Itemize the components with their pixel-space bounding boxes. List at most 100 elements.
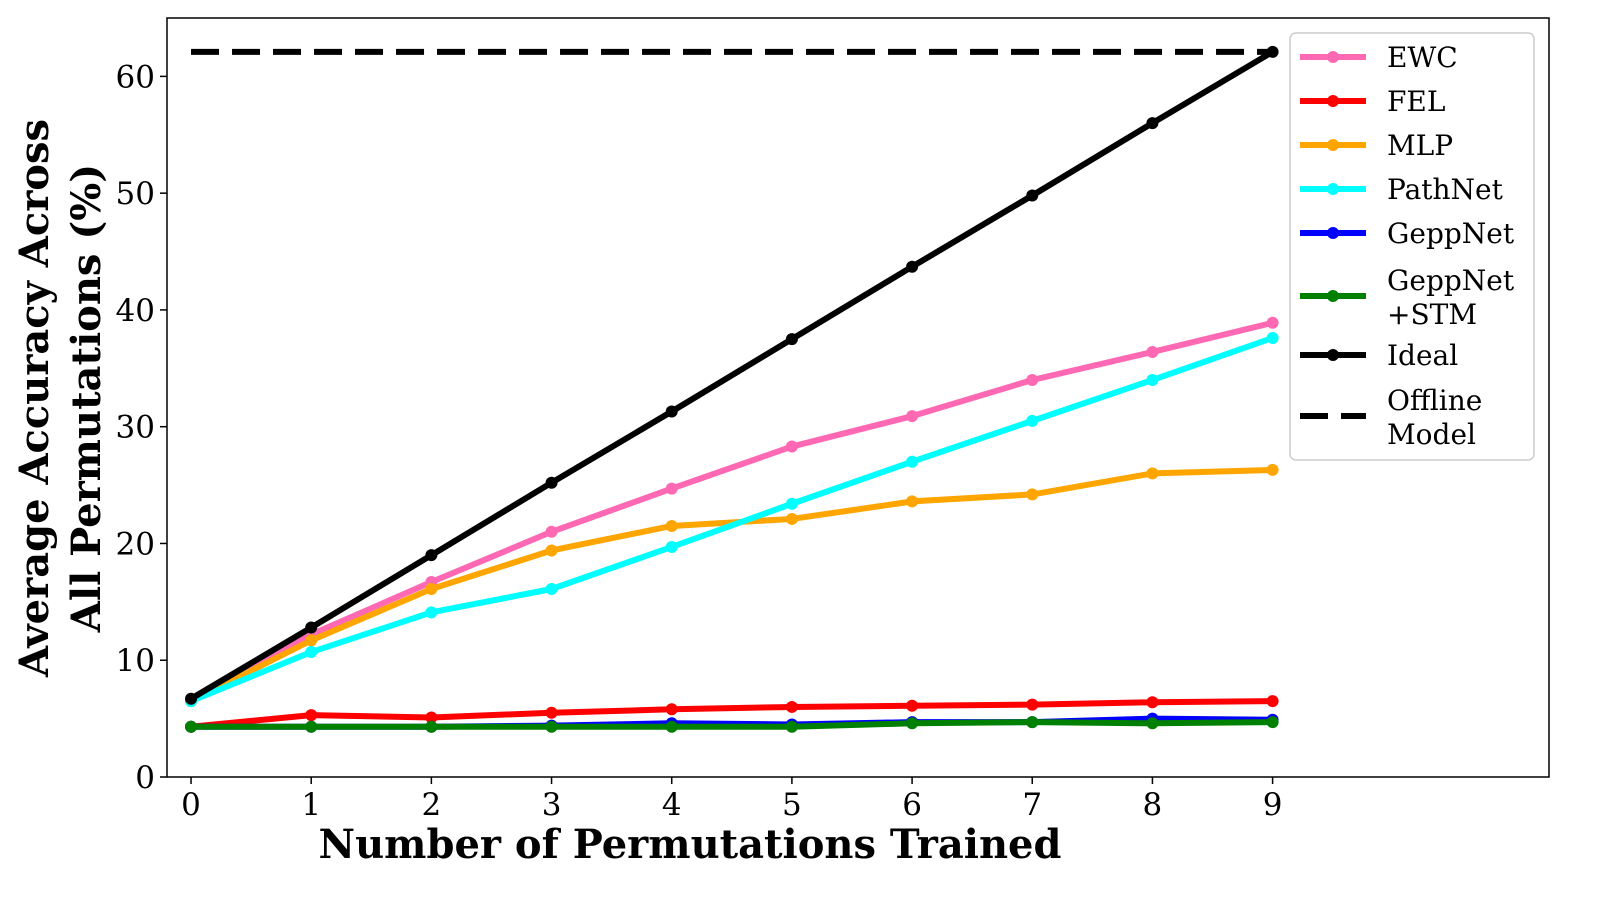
x-tick-label: 7 — [1022, 787, 1042, 823]
data-point-geppnet-stm — [1026, 716, 1039, 729]
legend-label-geppnet: GeppNet — [1387, 217, 1515, 250]
data-point-geppnet-stm — [785, 720, 798, 733]
data-point-ideal — [1266, 45, 1279, 58]
x-tick-label: 1 — [301, 787, 321, 823]
y-tick-label: 40 — [116, 293, 155, 329]
data-point-ewc — [785, 440, 798, 453]
y-tick-label: 50 — [116, 176, 155, 212]
x-tick-label: 6 — [902, 787, 922, 823]
legend-marker-fel — [1327, 95, 1339, 107]
data-point-ideal — [185, 692, 198, 705]
plot-area-frame — [166, 17, 1550, 778]
series-line-fel — [190, 698, 1273, 730]
data-point-fel — [545, 706, 558, 719]
data-point-ewc — [545, 525, 558, 538]
series-lines — [185, 45, 1279, 733]
x-tick-label: 9 — [1263, 787, 1283, 823]
legend-marker-geppnet — [1327, 227, 1339, 239]
data-point-pathnet — [1266, 331, 1279, 344]
legend-label-offline-model: Offline Model — [1387, 384, 1482, 451]
y-tick-label: 20 — [116, 526, 155, 562]
series-line-ewc — [189, 319, 1274, 704]
data-point-pathnet — [305, 646, 318, 659]
data-point-ideal — [425, 549, 438, 562]
data-point-mlp — [1026, 488, 1039, 501]
y-axis-title-line: All Permutations (%) — [63, 164, 110, 633]
data-point-mlp — [545, 544, 558, 557]
data-point-ideal — [665, 405, 678, 418]
series-line-mlp — [189, 466, 1273, 704]
legend-label-ewc: EWC — [1387, 41, 1458, 74]
data-point-geppnet-stm — [185, 720, 198, 733]
data-point-ideal — [1026, 189, 1039, 202]
legend-label-ideal: Ideal — [1387, 339, 1458, 372]
x-tick-label: 4 — [662, 787, 682, 823]
legend-label-fel: FEL — [1387, 85, 1445, 118]
data-point-fel — [305, 709, 318, 722]
data-point-ideal — [906, 260, 919, 273]
legend-label-mlp: MLP — [1387, 129, 1453, 162]
data-point-mlp — [425, 583, 438, 596]
data-point-ewc — [1266, 316, 1279, 329]
data-point-geppnet-stm — [1266, 716, 1279, 729]
data-point-mlp — [665, 519, 678, 532]
data-point-ideal — [1146, 117, 1159, 130]
data-point-pathnet — [906, 455, 919, 468]
data-point-pathnet — [785, 497, 798, 510]
data-point-geppnet-stm — [665, 720, 678, 733]
data-point-mlp — [906, 495, 919, 508]
x-tick-label: 0 — [181, 787, 201, 823]
data-point-fel — [665, 703, 678, 716]
y-tick-label: 10 — [116, 643, 155, 679]
y-tick-label: 60 — [116, 59, 155, 95]
data-point-fel — [1026, 698, 1039, 711]
series-line-ideal — [189, 49, 1275, 702]
data-point-mlp — [1146, 467, 1159, 480]
x-tick-label: 2 — [422, 787, 442, 823]
data-point-ideal — [545, 476, 558, 489]
y-tick-label: 30 — [116, 410, 155, 446]
data-point-geppnet-stm — [1146, 717, 1159, 730]
data-point-mlp — [1266, 463, 1279, 476]
x-tick-label: 8 — [1143, 787, 1163, 823]
data-point-ideal — [785, 333, 798, 346]
data-point-ewc — [1026, 373, 1039, 386]
x-tick-label: 3 — [542, 787, 562, 823]
legend-label-pathnet: PathNet — [1387, 173, 1504, 206]
legend-label-geppnet-stm: GeppNet +STM — [1387, 264, 1515, 331]
data-point-ewc — [906, 410, 919, 423]
data-point-pathnet — [1146, 373, 1159, 386]
data-point-pathnet — [665, 540, 678, 553]
legend-marker-ideal — [1327, 349, 1339, 361]
data-point-geppnet-stm — [305, 720, 318, 733]
legend-marker-geppnet-stm — [1327, 290, 1339, 302]
data-point-fel — [906, 699, 919, 712]
series-line-pathnet — [189, 335, 1274, 704]
legend-marker-ewc — [1327, 51, 1339, 63]
data-point-ewc — [1146, 345, 1159, 358]
data-point-mlp — [785, 512, 798, 525]
axis-ticks: 0 1 2 3 4 5 6 7 8 9 0 10 20 30 40 50 60 — [116, 59, 1283, 823]
y-axis-title-line: Average Accuracy Across — [11, 119, 58, 678]
data-point-pathnet — [545, 583, 558, 596]
data-point-geppnet-stm — [906, 717, 919, 730]
data-point-ideal — [305, 621, 318, 634]
data-point-fel — [785, 700, 798, 713]
data-point-geppnet-stm — [425, 720, 438, 733]
data-point-fel — [425, 711, 438, 724]
data-point-pathnet — [1026, 414, 1039, 427]
data-point-fel — [1146, 696, 1159, 709]
series-line-geppnet-stm — [191, 719, 1273, 730]
legend: EWC FEL MLP PathNet GeppNet GeppNet +STM Ideal O… — [1289, 32, 1535, 461]
x-axis-title: Number of Permutations Trained — [319, 821, 1062, 868]
legend-marker-pathnet — [1327, 183, 1339, 195]
legend-marker-mlp — [1327, 139, 1339, 151]
data-point-geppnet-stm — [545, 720, 558, 733]
y-tick-label: 0 — [135, 760, 155, 796]
x-tick-label: 5 — [782, 787, 802, 823]
data-point-mlp — [305, 634, 318, 647]
data-point-fel — [1266, 695, 1279, 708]
data-point-ewc — [665, 482, 678, 495]
y-axis-title: Average Accuracy Across All Permutations … — [11, 119, 110, 678]
